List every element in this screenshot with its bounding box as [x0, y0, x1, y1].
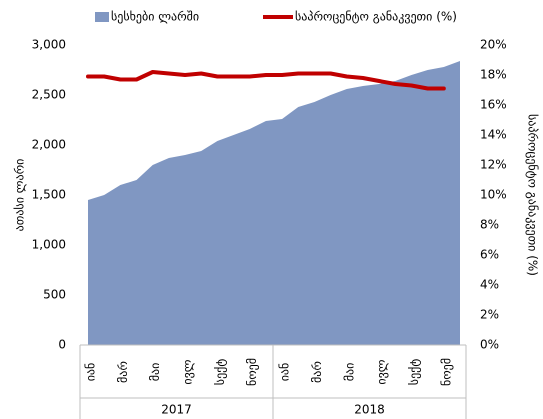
x-tick-label: ნოემ [439, 358, 453, 386]
y2-tick-label: 4% [480, 278, 499, 292]
x-tick-label: მარ [310, 361, 324, 383]
line [86, 70, 446, 91]
y2-tick-label: 0% [480, 338, 499, 352]
area [88, 61, 460, 345]
x-tick-label: იან [84, 363, 98, 382]
legend-swatch [95, 12, 109, 22]
x-tick-label: მაი [342, 363, 356, 382]
y-axis-title: ათასი ლარი [13, 159, 27, 232]
legend-label: საპროცენტო განაკვეთი (%) [295, 10, 457, 24]
y2-tick-label: 8% [480, 218, 499, 232]
y2-tick-label: 18% [480, 68, 507, 82]
y2-tick-label: 12% [480, 158, 507, 172]
x-tick-label: მარ [116, 361, 130, 383]
y2-axis-title: საპროცენტო განაკვეთი (%) [526, 114, 540, 276]
y-tick-label: 500 [43, 288, 66, 302]
y2-tick-label: 2% [480, 308, 499, 322]
y-tick-label: 1,000 [32, 238, 66, 252]
x-tick-label: ივლ [181, 359, 195, 384]
y2-tick-label: 10% [480, 188, 507, 202]
y-tick-label: 0 [58, 338, 66, 352]
y-tick-label: 2,500 [32, 88, 66, 102]
y2-tick-label: 16% [480, 98, 507, 112]
y2-tick-label: 14% [480, 128, 507, 142]
legend-label: სესხები ლარში [111, 10, 199, 24]
y-tick-label: 1,500 [32, 188, 66, 202]
x-tick-label: ნოემ [245, 358, 259, 386]
x-tick-label: სექტ [407, 359, 421, 386]
y2-tick-label: 6% [480, 248, 499, 262]
x-tick-label: ივლ [375, 359, 389, 384]
x-tick-label: სექტ [213, 359, 227, 386]
year-label: 2017 [161, 403, 192, 417]
x-tick-label: მაი [148, 363, 162, 382]
y-tick-label: 3,000 [32, 38, 66, 52]
x-tick-label: იან [278, 363, 292, 382]
y2-tick-label: 20% [480, 38, 507, 52]
year-label: 2018 [354, 403, 385, 417]
y-tick-label: 2,000 [32, 138, 66, 152]
